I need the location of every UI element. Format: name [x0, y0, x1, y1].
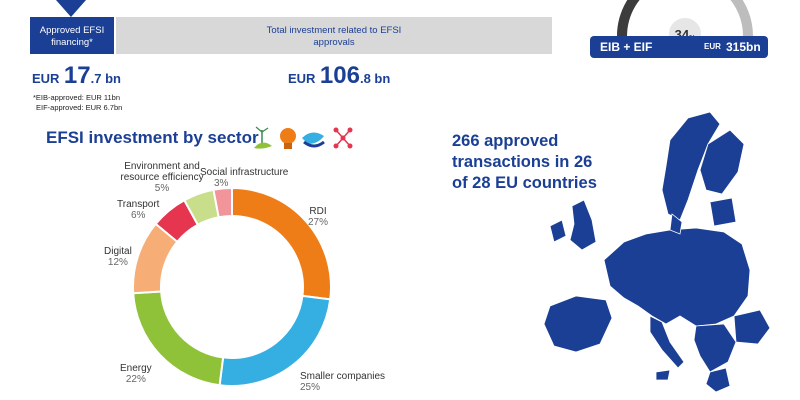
efsi-whole: 17 — [63, 62, 91, 89]
map-headline: 266 approved transactions in 26 of 28 EU… — [452, 131, 597, 194]
footnote: *EIB-approved: EUR 11bn EIF-approved: EU… — [33, 93, 122, 113]
approved-label-line2: financing* — [51, 37, 93, 48]
map-romania — [733, 309, 771, 345]
label-environment: Environment and resource efficiency 5% — [110, 161, 214, 194]
total-decimal: .8 bn — [359, 71, 391, 86]
total-label-line1: Total investment related to EFSI — [266, 25, 402, 36]
map-balkans — [693, 323, 737, 373]
map-uk — [569, 199, 597, 251]
sector-title: EFSI investment by sector — [46, 128, 259, 147]
label-energy: Energy 22% — [120, 363, 152, 385]
donut-slice-social-infrastructure — [212, 186, 233, 219]
label-rdi-name: RDI — [309, 206, 327, 217]
label-rdi-pct: 27% — [308, 217, 329, 228]
header-arrow — [56, 0, 86, 17]
map-iberia — [543, 295, 613, 353]
label-social: Social infrastructure 3% — [200, 167, 288, 189]
total-amount: EUR 106.8 bn — [288, 62, 390, 90]
europe-map — [543, 111, 771, 393]
efsi-amount: EUR 17.7 bn — [32, 62, 121, 90]
label-energy-name: Energy — [120, 363, 152, 374]
label-energy-pct: 22% — [125, 374, 146, 385]
label-digital-pct: 12% — [107, 257, 128, 268]
total-whole: 106 — [319, 62, 360, 89]
hands-icon — [302, 132, 325, 148]
donut-slice-rdi — [231, 186, 332, 301]
label-environment-pct: 5% — [154, 183, 170, 194]
sector-donut-chart — [132, 186, 332, 387]
label-digital-name: Digital — [104, 246, 132, 257]
total-label-line2: approvals — [313, 37, 355, 48]
label-social-name: Social infrastructure — [200, 167, 289, 178]
label-transport-name: Transport — [117, 199, 160, 210]
badge-left-label: EIB + EIF — [600, 40, 653, 54]
map-denmark — [669, 213, 683, 235]
label-smaller-companies-pct: 25% — [300, 382, 321, 393]
label-social-pct: 3% — [214, 178, 229, 189]
label-transport: Transport 6% — [117, 199, 159, 221]
gauge-fill — [617, 0, 640, 36]
map-headline-line3: of 28 EU countries — [452, 174, 597, 192]
label-digital: Digital 12% — [104, 246, 132, 268]
map-ireland — [549, 219, 567, 243]
map-baltics — [709, 197, 737, 227]
map-headline-line2: transactions in 26 — [452, 153, 593, 171]
map-headline-line1: 266 approved — [452, 132, 559, 150]
efsi-decimal: .7 bn — [90, 71, 121, 86]
badge-amount: 315bn — [726, 40, 761, 54]
lightbulb-icon — [280, 128, 296, 149]
sector-icons — [254, 126, 353, 149]
footnote-eib: *EIB-approved: EUR 11bn — [33, 93, 120, 102]
label-rdi: RDI 27% — [308, 206, 328, 228]
wind-leaf-icon — [254, 126, 272, 149]
label-smaller-companies-name: Smaller companies — [300, 371, 386, 382]
total-investment-header: Total investment related to EFSI approva… — [116, 17, 552, 54]
total-currency: EUR — [288, 71, 316, 86]
map-sweden — [661, 111, 721, 221]
footnote-eif: EIF-approved: EUR 6.7bn — [36, 103, 123, 112]
map-central-europe — [603, 227, 751, 327]
efsi-currency: EUR — [32, 71, 60, 86]
map-sicily — [655, 369, 671, 381]
approved-efsi-header: Approved EFSI financing* — [30, 17, 114, 54]
map-finland — [699, 129, 745, 195]
badge-currency: EUR — [704, 42, 721, 51]
map-greece — [705, 367, 731, 393]
label-environment-name: Environment and resource efficiency — [120, 161, 204, 183]
label-transport-pct: 6% — [130, 210, 146, 221]
approved-label-line1: Approved EFSI — [39, 25, 105, 36]
network-icon — [333, 127, 353, 149]
map-italy — [649, 315, 685, 369]
eib-eif-badge: EIB + EIF EUR 315bn — [590, 36, 768, 58]
label-smaller-companies: Smaller companies 25% — [300, 371, 385, 393]
